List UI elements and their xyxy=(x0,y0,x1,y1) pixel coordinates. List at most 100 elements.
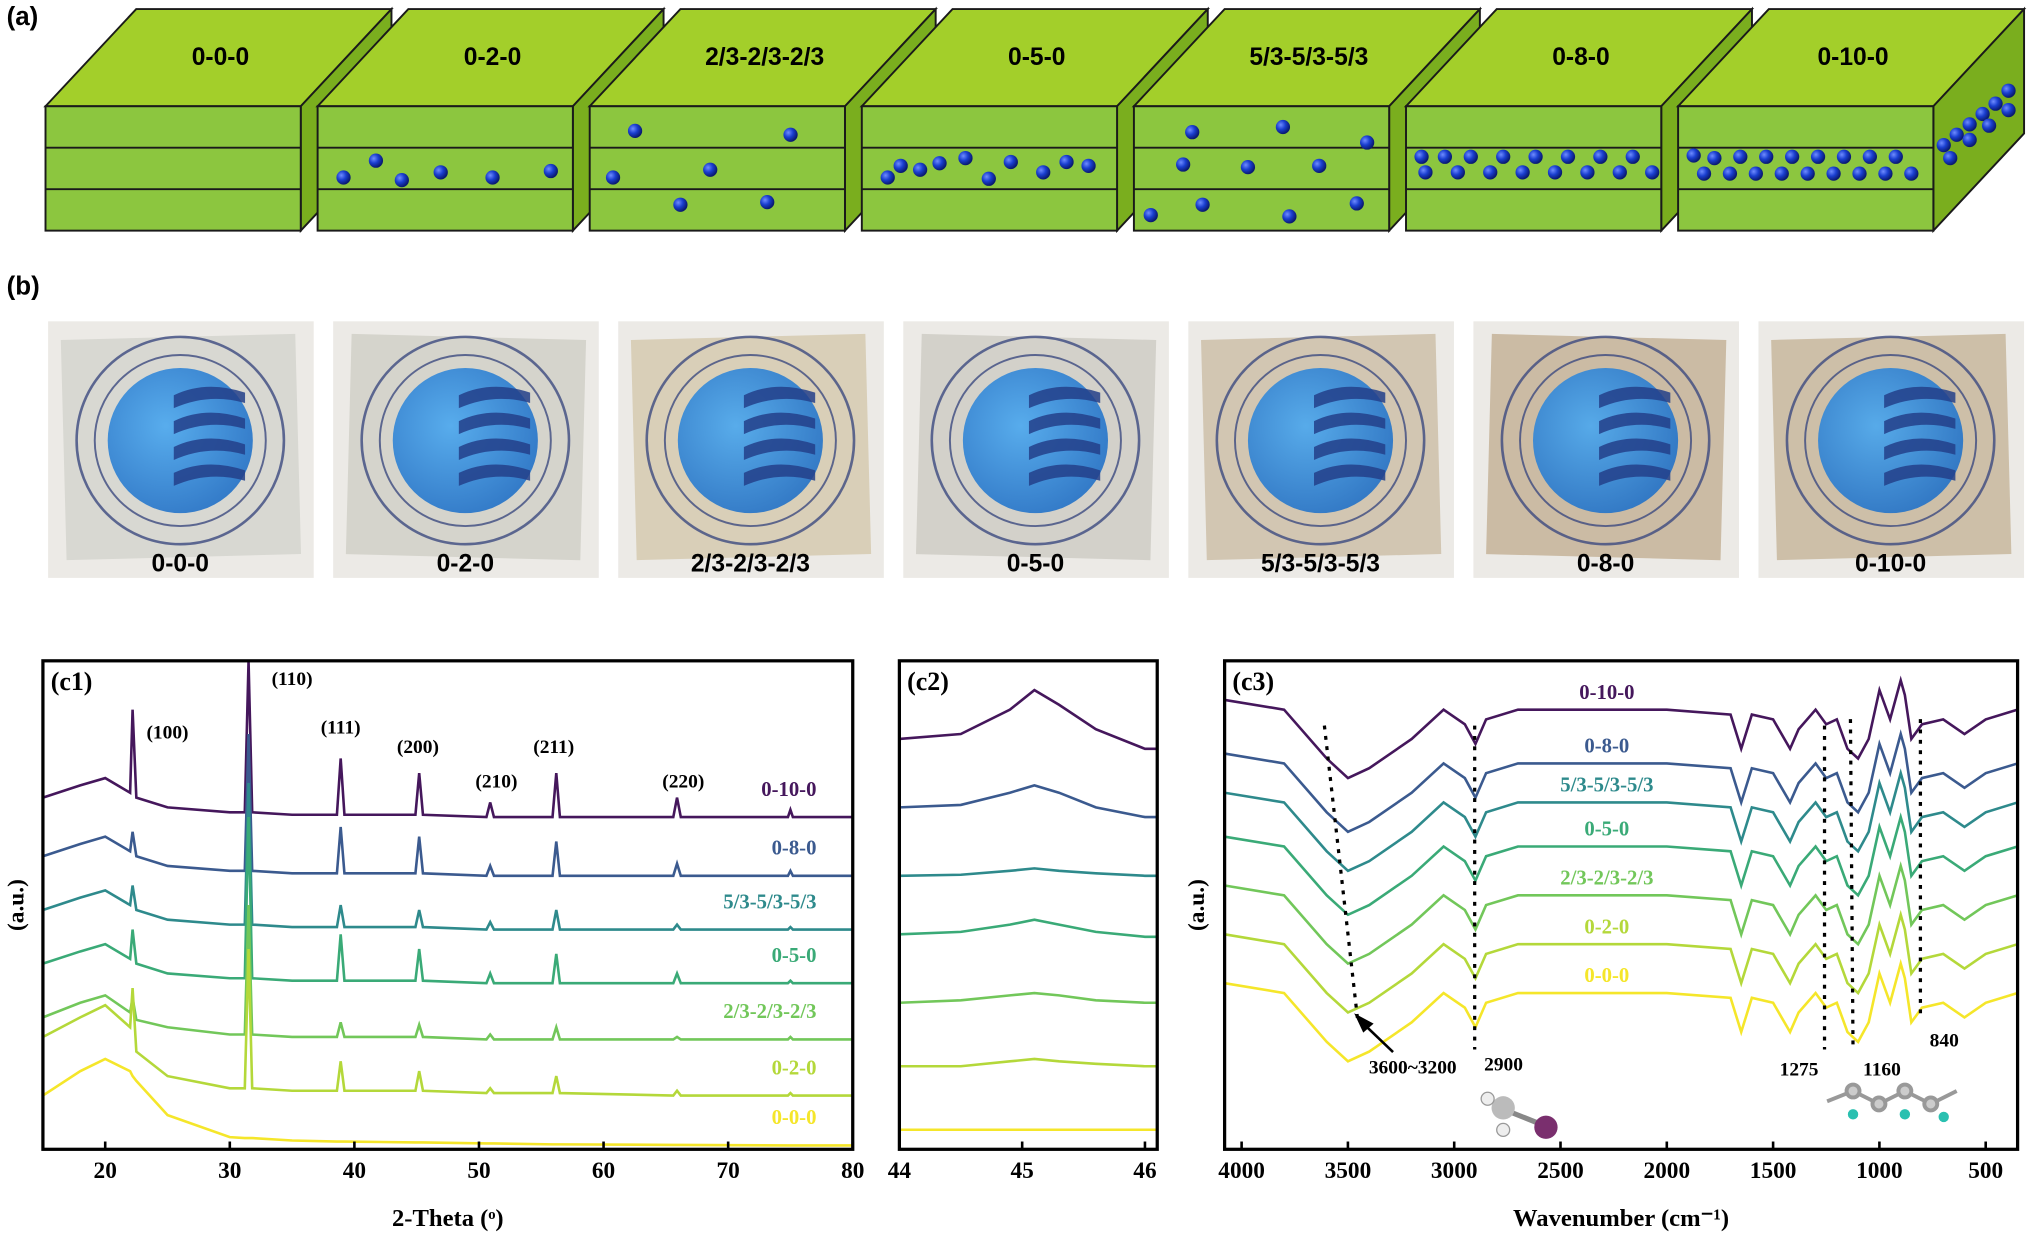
annotation: (211) xyxy=(533,737,574,758)
film-photo: 0-5-0 xyxy=(903,321,1169,578)
panel-a: (a) 0-0-0 0-2-0 2/3-2/3-2/3 0-5-0 5/3-5/3-5/3… xyxy=(7,3,2027,234)
molecule-icon xyxy=(1826,1082,1958,1123)
layer-block: 0-10-0 xyxy=(1675,6,2027,234)
logo-stripe xyxy=(1884,464,1956,486)
filler-particle xyxy=(2001,103,2016,118)
x-tick-label: 45 xyxy=(1011,1158,1034,1184)
x-tick-label: 2000 xyxy=(1643,1158,1690,1184)
sample-label: 0-5-0 xyxy=(1007,550,1064,577)
filler-particle xyxy=(1496,149,1511,164)
logo-ring xyxy=(1804,354,1978,528)
x-tick-label: 4000 xyxy=(1218,1158,1265,1184)
x-tick-label: 80 xyxy=(841,1158,864,1184)
film-photo: 0-8-0 xyxy=(1473,321,1740,578)
filler-particle xyxy=(627,123,643,138)
logo-disc xyxy=(392,367,538,514)
logo-disc xyxy=(677,367,823,514)
filler-particle xyxy=(1810,149,1826,164)
sample-label: 0-8-0 xyxy=(1577,550,1634,577)
filler-particle xyxy=(1949,127,1964,142)
filler-particle xyxy=(1593,149,1608,164)
guide-line xyxy=(1848,719,1855,1050)
x-axis-title: 2-Theta (ᵒ) xyxy=(392,1205,504,1232)
series-label: 0-8-0 xyxy=(1584,736,1629,758)
annotation: 840 xyxy=(1930,1030,1959,1051)
block-front xyxy=(44,105,302,232)
arrow-head xyxy=(1354,1013,1374,1033)
panel-label: (c2) xyxy=(907,667,949,696)
logo-ring xyxy=(1519,354,1693,528)
spectrum-line xyxy=(42,1057,853,1147)
x-tick-label: 30 xyxy=(218,1158,241,1184)
logo-stripe xyxy=(1314,386,1386,409)
filler-particle xyxy=(958,150,973,166)
filler-particle xyxy=(1936,137,1951,153)
logo-ring xyxy=(93,354,267,528)
spectrum-line xyxy=(899,783,1158,819)
x-tick-label: 3000 xyxy=(1431,1158,1478,1184)
filler-particle xyxy=(1282,209,1297,224)
filler-particle xyxy=(880,170,895,185)
spectrum-line xyxy=(899,991,1158,1005)
series-label: 0-2-0 xyxy=(772,1057,817,1079)
block-label: 0-5-0 xyxy=(1008,44,1065,71)
filler-particle xyxy=(2001,83,2016,98)
filler-particle xyxy=(1528,149,1543,164)
logo-stripe xyxy=(1599,412,1671,435)
logo-ring xyxy=(360,335,571,546)
molecule-icon xyxy=(1480,1091,1558,1139)
sample-label: 0-2-0 xyxy=(437,550,494,577)
filler-particle xyxy=(1580,165,1595,180)
spectrum-line xyxy=(899,867,1158,878)
block-label: 2/3-2/3-2/3 xyxy=(705,44,824,71)
spectrum-line xyxy=(899,1057,1158,1068)
filler-particle xyxy=(981,171,996,186)
filler-particle xyxy=(1988,96,2003,111)
filler-particle xyxy=(1360,135,1375,150)
filler-particle xyxy=(1515,165,1530,180)
series-label: 0-5-0 xyxy=(772,945,817,967)
series-label: 0-10-0 xyxy=(761,779,816,801)
spectrum-line xyxy=(899,688,1158,751)
x-axis-title: Wavenumber (cm⁻¹) xyxy=(1513,1205,1729,1232)
filler-particle xyxy=(1722,166,1738,181)
x-tick-label: 2500 xyxy=(1537,1158,1584,1184)
filler-particle xyxy=(1195,197,1210,212)
filler-particle xyxy=(1176,157,1191,172)
annotation: (100) xyxy=(146,723,188,744)
sample-label: 0-10-0 xyxy=(1855,550,1926,577)
spectrum-line xyxy=(1224,675,2018,780)
annotation: 3600~3200 xyxy=(1369,1058,1457,1079)
logo-stripe xyxy=(743,412,816,435)
spectrum-line xyxy=(899,918,1158,939)
series-label: 0-10-0 xyxy=(1579,682,1634,704)
logo-ring xyxy=(930,335,1141,546)
filler-particle xyxy=(1240,160,1256,175)
film-photo: 0-10-0 xyxy=(1758,321,2025,578)
filler-particle xyxy=(1036,165,1051,180)
logo-stripe xyxy=(1028,464,1101,486)
filler-particle xyxy=(1785,149,1800,164)
spectrum-line xyxy=(42,660,853,819)
filler-particle xyxy=(1003,154,1018,170)
spectrum-line xyxy=(1224,958,2018,1063)
filler-particle xyxy=(1904,166,1919,181)
filler-particle xyxy=(1418,165,1433,180)
logo-stripe xyxy=(1028,386,1101,409)
panel-label: (a) xyxy=(7,3,39,31)
logo-stripe xyxy=(1028,412,1101,435)
filler-particle xyxy=(673,197,688,212)
guide-line xyxy=(1322,725,1360,1024)
filler-particle xyxy=(1625,149,1640,164)
filler-particle xyxy=(1862,149,1878,164)
x-tick-label: 20 xyxy=(94,1158,117,1184)
filler-particle xyxy=(1888,149,1903,164)
plot-area xyxy=(42,660,853,1147)
series-label: 2/3-2/3-2/3 xyxy=(723,1001,816,1023)
spectrum-line xyxy=(42,905,853,1041)
x-tick-label: 46 xyxy=(1133,1158,1156,1184)
filler-particle xyxy=(368,153,384,168)
film-photo: 0-2-0 xyxy=(333,321,599,578)
x-tick-label: 1500 xyxy=(1750,1158,1797,1184)
